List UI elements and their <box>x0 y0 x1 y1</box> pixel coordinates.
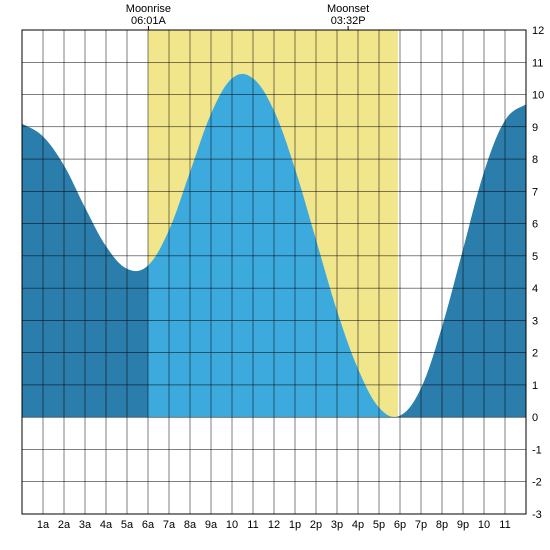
x-tick-label: 9a <box>205 519 218 531</box>
x-tick-label: 1a <box>37 519 50 531</box>
x-tick-label: 7a <box>163 519 176 531</box>
x-tick-label: 7p <box>415 519 427 531</box>
moonset-time: 03:32P <box>331 15 366 27</box>
y-tick-label: -1 <box>532 444 542 456</box>
tide-chart: Moonrise06:01AMoonset03:32P1211109876543… <box>0 0 550 550</box>
y-tick-label: 2 <box>532 348 538 360</box>
x-tick-label: 5p <box>373 519 385 531</box>
y-tick-label: 6 <box>532 219 538 231</box>
moonrise-time: 06:01A <box>131 15 167 27</box>
x-tick-label: 5a <box>121 519 134 531</box>
x-tick-label: 1p <box>289 519 301 531</box>
x-tick-label: 10 <box>478 519 490 531</box>
y-tick-label: 12 <box>532 25 544 37</box>
x-tick-label: 4a <box>100 519 113 531</box>
x-tick-label: 11 <box>499 519 510 531</box>
y-tick-label: -2 <box>532 477 542 489</box>
x-tick-label: 10 <box>226 519 238 531</box>
x-tick-label: 8p <box>436 519 448 531</box>
x-tick-label: 4p <box>352 519 364 531</box>
moonset-label: Moonset <box>327 3 369 15</box>
x-tick-label: 6p <box>394 519 406 531</box>
y-tick-label: 5 <box>532 251 538 263</box>
y-tick-label: 4 <box>532 283 538 295</box>
y-tick-label: 9 <box>532 122 538 134</box>
x-tick-label: 9p <box>457 519 469 531</box>
y-tick-label: 0 <box>532 412 538 424</box>
y-tick-label: 1 <box>532 380 538 392</box>
x-tick-label: 2a <box>58 519 71 531</box>
x-tick-label: 3p <box>331 519 343 531</box>
y-tick-label: 7 <box>532 186 538 198</box>
y-tick-label: 8 <box>532 154 538 166</box>
x-tick-label: 8a <box>184 519 197 531</box>
x-tick-label: 3a <box>79 519 92 531</box>
x-tick-label: 12 <box>268 519 280 531</box>
x-tick-label: 6a <box>142 519 155 531</box>
x-tick-label: 11 <box>247 519 258 531</box>
x-tick-label: 2p <box>310 519 322 531</box>
y-tick-label: 3 <box>532 315 538 327</box>
chart-svg: Moonrise06:01AMoonset03:32P1211109876543… <box>0 0 550 550</box>
moonrise-label: Moonrise <box>126 3 171 15</box>
y-tick-label: 10 <box>532 90 544 102</box>
y-tick-label: 11 <box>532 57 543 69</box>
y-tick-label: -3 <box>532 509 542 521</box>
